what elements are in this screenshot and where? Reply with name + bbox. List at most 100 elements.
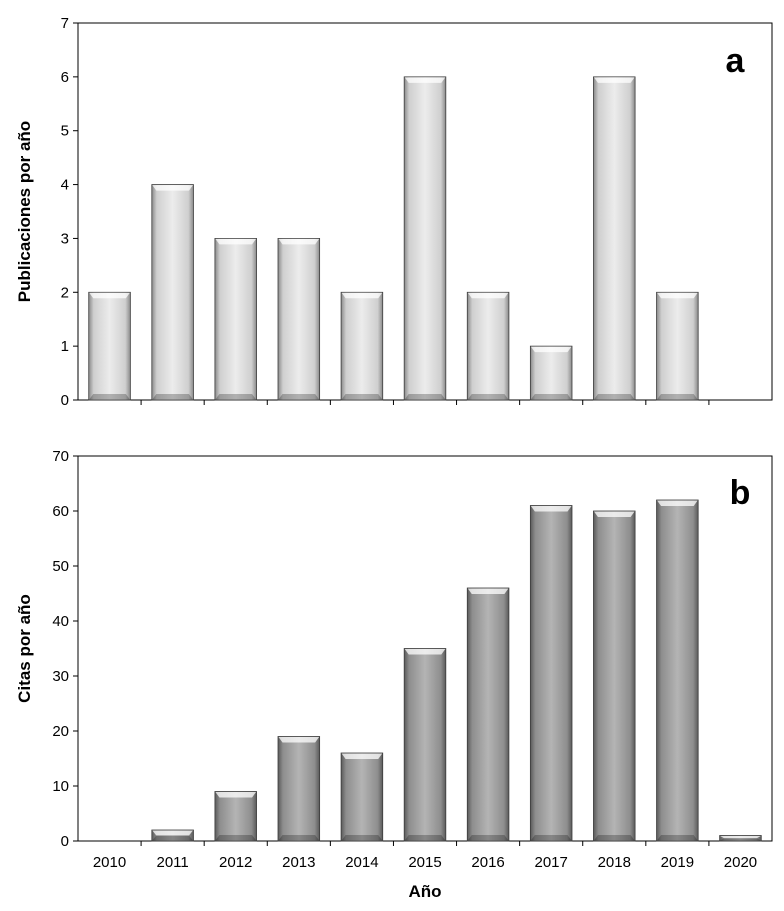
bar-bevel-top (278, 238, 320, 245)
panel-b-x-axis-title: Año (408, 882, 441, 901)
y-tick-label: 50 (52, 558, 69, 575)
bar-body (340, 291, 384, 401)
bar-bevel-bottom (530, 394, 572, 400)
y-tick-label: 2 (61, 284, 69, 301)
bar-bevel-top (593, 77, 635, 83)
x-tick-label: 2012 (219, 854, 252, 871)
panel-a: 0 1 2 3 4 5 6 7 Publicaciones por año a (15, 15, 773, 409)
bar-bevel-top (278, 737, 320, 743)
bar-2011 (151, 829, 194, 842)
bar-body (593, 510, 636, 842)
panel-a-letter: a (726, 42, 746, 80)
bar-2020 (719, 835, 762, 842)
bar-2010 (88, 291, 131, 401)
bar-body (277, 736, 321, 842)
y-tick-label: 0 (61, 392, 69, 409)
panel-a-y-axis-title: Publicaciones por año (15, 121, 34, 302)
bar-bevel-bottom (152, 835, 193, 841)
bar-2017 (529, 345, 573, 401)
bar-bevel-top (152, 830, 193, 836)
panel-a-x-ticks (140, 400, 710, 405)
bar-bevel-bottom (530, 835, 572, 841)
panel-a-y-ticks: 0 1 2 3 4 5 6 7 (61, 15, 78, 409)
bar-bevel-bottom (215, 394, 257, 400)
bar-2018 (593, 76, 636, 401)
bar-bevel-top (404, 77, 446, 83)
bar-body (277, 238, 321, 401)
bar-bevel-bottom (593, 394, 635, 400)
bar-bevel-bottom (89, 394, 130, 400)
x-tick-label: 2015 (408, 854, 441, 871)
bar-bevel-top (467, 292, 509, 299)
bar-2015 (403, 76, 447, 401)
bar-bevel-top (215, 238, 257, 245)
bar-bevel-bottom (278, 394, 320, 400)
bar-bevel-bottom (467, 835, 509, 841)
bar-bevel-bottom (404, 835, 446, 841)
y-tick-label: 6 (61, 69, 69, 86)
y-tick-label: 20 (52, 723, 69, 740)
bar-bevel-top (341, 753, 383, 759)
bar-body (466, 587, 510, 842)
panel-b-y-axis-title: Citas por año (15, 594, 34, 703)
panel-b-letter: b (730, 474, 751, 512)
bar-bevel-top (404, 649, 446, 655)
bar-2019 (656, 499, 699, 842)
bar-2011 (151, 184, 194, 401)
y-tick-label: 7 (61, 15, 69, 32)
bar-bevel-bottom (657, 394, 698, 400)
bar-bevel-top (720, 836, 761, 839)
x-tick-label: 2010 (93, 854, 126, 871)
y-tick-label: 30 (52, 668, 69, 685)
bar-2015 (403, 648, 447, 842)
y-tick-label: 60 (52, 503, 69, 520)
bar-2012 (214, 791, 257, 842)
bar-2014 (340, 291, 384, 401)
panel-b-y-ticks: 0 10 20 30 40 50 60 70 (52, 448, 78, 850)
bar-2016 (466, 587, 510, 842)
y-tick-label: 0 (61, 833, 69, 850)
bar-bevel-bottom (341, 394, 383, 400)
x-tick-label: 2014 (345, 854, 378, 871)
bar-2013 (277, 736, 321, 842)
bar-bevel-bottom (278, 835, 320, 841)
bar-body (466, 291, 510, 401)
y-tick-label: 1 (61, 338, 69, 355)
bar-bevel-top (152, 185, 193, 191)
bar-body (529, 505, 573, 842)
x-tick-label: 2013 (282, 854, 315, 871)
bar-body (403, 648, 447, 842)
bar-bevel-top (593, 511, 635, 517)
bar-2012 (214, 238, 257, 401)
bar-2018 (593, 510, 636, 842)
bar-bevel-bottom (341, 835, 383, 841)
x-tick-label: 2019 (661, 854, 694, 871)
bar-body (593, 76, 636, 401)
x-tick-label: 2018 (598, 854, 631, 871)
y-tick-label: 3 (61, 230, 69, 247)
bar-bevel-bottom (467, 394, 509, 400)
y-tick-label: 70 (52, 448, 69, 465)
x-tick-label: 2016 (471, 854, 504, 871)
bar-bevel-bottom (720, 838, 761, 841)
bar-bevel-top (657, 500, 698, 506)
bar-bevel-bottom (404, 394, 446, 400)
bar-body (656, 499, 699, 842)
bar-body (340, 752, 384, 842)
bar-body (214, 791, 257, 842)
bar-body (403, 76, 447, 401)
bar-2017 (529, 505, 573, 842)
bar-bevel-top (530, 346, 572, 353)
panel-a-bars (88, 76, 699, 401)
y-tick-label: 4 (61, 177, 69, 194)
bar-bevel-top (530, 506, 572, 512)
panel-b-bars (151, 499, 762, 842)
bar-2014 (340, 752, 384, 842)
bar-2013 (277, 238, 321, 401)
bar-bevel-bottom (215, 835, 257, 841)
bar-bevel-top (89, 292, 130, 299)
bar-2019 (656, 291, 699, 401)
y-tick-label: 5 (61, 123, 69, 140)
bar-body (529, 345, 573, 401)
